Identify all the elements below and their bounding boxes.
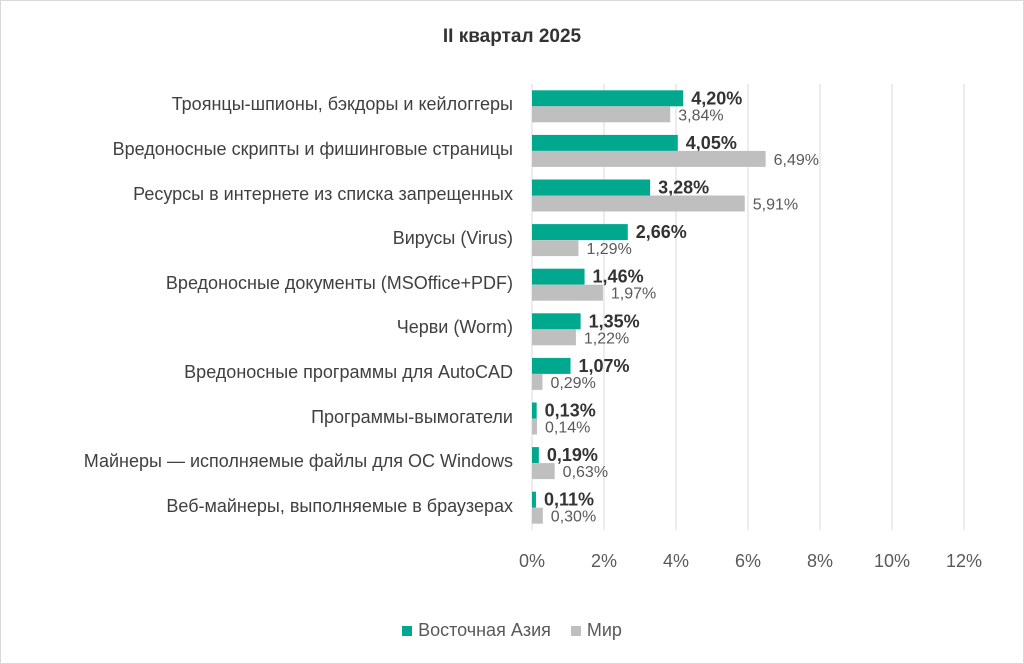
legend-swatch-east-asia <box>402 625 413 636</box>
bar-world <box>532 106 671 123</box>
x-tick-label: 2% <box>590 551 618 571</box>
data-label-world: 0,63% <box>563 464 608 481</box>
category-label: Черви (Worm) <box>396 317 513 338</box>
legend-item-east-asia: Восточная Азия <box>402 620 551 641</box>
data-label-east-asia: 1,46% <box>593 267 644 287</box>
category-label: Вирусы (Virus) <box>392 228 513 249</box>
category-label: Ресурсы в интернете из списка запрещенны… <box>133 183 513 204</box>
data-label-world: 5,91% <box>753 197 798 214</box>
legend-label-world: Мир <box>586 620 622 640</box>
data-label-east-asia: 1,35% <box>589 311 640 331</box>
bar-east-asia <box>532 224 628 241</box>
bar-east-asia <box>532 402 537 419</box>
x-tick-label: 10% <box>873 551 911 571</box>
data-label-east-asia: 0,19% <box>547 445 598 465</box>
x-tick-label: 4% <box>662 551 690 571</box>
bar-east-asia <box>532 357 571 374</box>
chart-title: II квартал 2025 <box>442 26 582 47</box>
data-label-world: 3,84% <box>678 107 723 124</box>
data-label-east-asia: 1,07% <box>579 356 630 376</box>
bar-world <box>532 329 576 346</box>
data-label-world: 1,22% <box>584 330 629 347</box>
bar-east-asia <box>532 268 585 285</box>
category-label: Вредоносные скрипты и фишинговые страниц… <box>112 138 513 159</box>
bar-east-asia <box>532 179 651 196</box>
data-label-world: 6,49% <box>774 152 819 169</box>
legend-item-world: Мир <box>570 620 622 641</box>
bar-world <box>532 507 543 524</box>
bar-world <box>532 463 555 480</box>
data-label-east-asia: 2,66% <box>636 222 687 242</box>
x-tick-label: 8% <box>806 551 834 571</box>
bar-east-asia <box>532 491 536 508</box>
legend: Восточная Азия Мир <box>0 620 1024 641</box>
category-label: Троянцы-шпионы, бэкдоры и кейлоггеры <box>171 94 513 115</box>
x-tick-label: 0% <box>518 551 546 571</box>
data-label-east-asia: 4,20% <box>691 88 742 108</box>
bar-world <box>532 195 745 212</box>
data-label-east-asia: 4,05% <box>686 133 737 153</box>
data-label-world: 0,14% <box>545 420 590 437</box>
category-label: Вредоносные программы для AutoCAD <box>184 361 513 382</box>
data-label-world: 1,97% <box>611 286 656 303</box>
category-label: Программы-вымогатели <box>311 406 513 427</box>
legend-swatch-world <box>570 625 581 636</box>
bar-east-asia <box>532 90 684 107</box>
x-tick-label: 12% <box>945 551 983 571</box>
bar-world <box>532 284 603 301</box>
bar-world <box>532 240 579 257</box>
data-label-east-asia: 0,13% <box>545 401 596 421</box>
data-label-east-asia: 0,11% <box>544 490 594 510</box>
bar-east-asia <box>532 447 539 464</box>
bar-world <box>532 373 543 390</box>
bar-world <box>532 418 538 435</box>
legend-label-east-asia: Восточная Азия <box>418 620 551 640</box>
data-label-world: 0,29% <box>550 375 595 392</box>
bar-east-asia <box>532 134 678 151</box>
category-label: Веб-майнеры, выполняемые в браузерах <box>166 495 513 516</box>
bar-east-asia <box>532 313 581 330</box>
data-label-world: 0,30% <box>551 509 596 526</box>
data-label-east-asia: 3,28% <box>658 178 709 198</box>
x-tick-label: 6% <box>734 551 762 571</box>
data-label-world: 1,29% <box>586 241 631 258</box>
category-label: Майнеры — исполняемые файлы для ОС Windo… <box>83 451 513 472</box>
bar-world <box>532 150 766 167</box>
category-label: Вредоносные документы (MSOffice+PDF) <box>165 272 513 293</box>
